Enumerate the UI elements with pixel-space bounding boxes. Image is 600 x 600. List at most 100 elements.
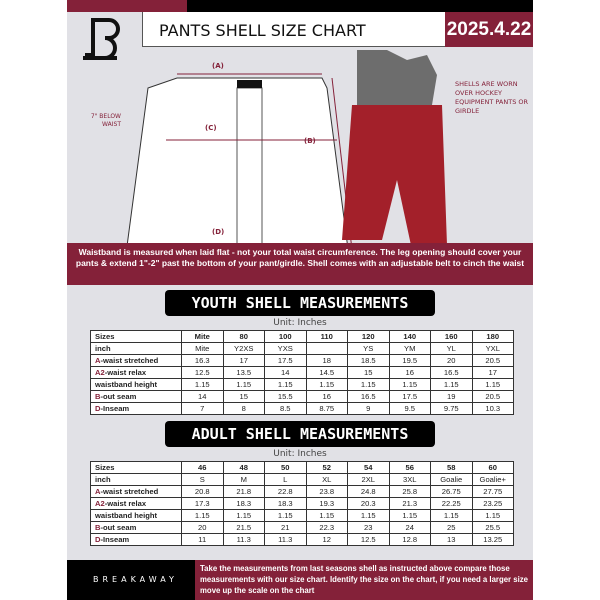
table-cell: 20 — [430, 354, 473, 367]
measure-label: -Inseam — [100, 534, 130, 544]
table-row: B-out seam 14 15 15.5 16 16.5 17.5 19 20.5 — [90, 390, 514, 403]
measure-label: Sizes — [95, 331, 115, 341]
table-cell: 100 — [264, 330, 307, 343]
label-d: (D) — [212, 228, 225, 236]
footer-text: Take the measurements from last seasons … — [195, 560, 533, 600]
row-label: Sizes — [90, 330, 182, 343]
measure-label: Sizes — [95, 462, 115, 472]
table-cell: 11.3 — [222, 533, 265, 546]
footer-brand: BREAKAWAY — [67, 560, 195, 600]
table-cell: Goalie+ — [471, 473, 514, 486]
table-cell: 3XL — [388, 473, 431, 486]
measure-prefix: D — [95, 534, 101, 544]
row-label: A-waist stretched — [90, 354, 182, 367]
row-label: B-out seam — [90, 521, 182, 534]
table-cell: YXL — [471, 342, 514, 355]
table-cell: 8.75 — [305, 402, 348, 415]
table-cell: 52 — [305, 461, 348, 474]
table-cell: 13 — [430, 533, 473, 546]
measure-label: -waist stretched — [100, 355, 159, 365]
row-label: waistband height — [90, 378, 182, 391]
table-cell: 22.8 — [264, 485, 307, 498]
table-cell: 19.5 — [388, 354, 431, 367]
table-cell: 21.5 — [222, 521, 265, 534]
table-row: inch Mite Y2XS YXS YS YM YL YXL — [90, 342, 514, 355]
table-cell: 16.3 — [181, 354, 224, 367]
adult-table: Sizes 46 48 50 52 54 56 58 60 inch S M L XL 2XL 3XL Goal… — [90, 461, 514, 546]
table-row: Sizes Mite 80 100 110 120 140 160 180 — [90, 330, 514, 343]
table-cell: 12.5 — [347, 533, 390, 546]
measure-label: -waist relax — [104, 367, 147, 377]
shorts-diagram — [124, 73, 355, 265]
measure-prefix: A2 — [95, 367, 105, 377]
table-cell: 21.3 — [388, 497, 431, 510]
table-cell: 56 — [388, 461, 431, 474]
table-row: waistband height 1.15 1.15 1.15 1.15 1.15 1.15… — [90, 509, 514, 522]
table-cell: 80 — [222, 330, 265, 343]
measure-prefix: A — [95, 355, 101, 365]
table-cell: 110 — [305, 330, 348, 343]
table-cell: Y2XS — [222, 342, 265, 355]
table-cell: 1.15 — [305, 378, 348, 391]
row-label: Sizes — [90, 461, 182, 474]
table-cell: 11 — [181, 533, 224, 546]
table-cell: 15 — [347, 366, 390, 379]
table-cell: 140 — [388, 330, 431, 343]
table-row: D-Inseam 11 11.3 11.3 12 12.5 12.8 13 13.25 — [90, 533, 514, 546]
table-cell — [305, 342, 348, 355]
table-row: A2-waist relax 17.3 18.3 18.3 19.3 20.3 21.3 22… — [90, 497, 514, 510]
table-row: inch S M L XL 2XL 3XL Goalie Goalie+ — [90, 473, 514, 486]
table-cell: 25.5 — [471, 521, 514, 534]
row-label: inch — [90, 342, 182, 355]
table-cell: 27.75 — [471, 485, 514, 498]
table-cell: 12.8 — [388, 533, 431, 546]
table-cell: 12.5 — [181, 366, 224, 379]
row-label: waistband height — [90, 509, 182, 522]
table-cell: 26.75 — [430, 485, 473, 498]
table-cell: 1.15 — [181, 509, 224, 522]
table-cell: 1.15 — [222, 378, 265, 391]
table-cell: 20.5 — [471, 354, 514, 367]
row-label: D-Inseam — [90, 402, 182, 415]
table-cell: 24.8 — [347, 485, 390, 498]
table-cell: YL — [430, 342, 473, 355]
label-a: (A) — [212, 62, 224, 70]
table-cell: 16 — [388, 366, 431, 379]
table-cell: 1.15 — [305, 509, 348, 522]
table-row: waistband height 1.15 1.15 1.15 1.15 1.15 1.15… — [90, 378, 514, 391]
date-badge: 2025.4.22 — [445, 12, 533, 47]
table-row: A-waist stretched 16.3 17 17.5 18 18.5 19.5 20 2… — [90, 354, 514, 367]
measure-label: inch — [95, 343, 111, 353]
measure-prefix: A — [95, 486, 101, 496]
top-bar — [187, 0, 533, 12]
table-cell: 17 — [471, 366, 514, 379]
table-cell: 17.3 — [181, 497, 224, 510]
table-cell: 1.15 — [264, 378, 307, 391]
table-cell: 9.75 — [430, 402, 473, 415]
table-cell: YS — [347, 342, 390, 355]
youth-title: YOUTH SHELL MEASUREMENTS — [165, 290, 435, 316]
table-cell: 23.25 — [471, 497, 514, 510]
table-cell: 13.5 — [222, 366, 265, 379]
row-label: A2-waist relax — [90, 366, 182, 379]
table-row: A-waist stretched 20.8 21.8 22.8 23.8 24.8 25.… — [90, 485, 514, 498]
table-cell: 23.8 — [305, 485, 348, 498]
table-cell: 9.5 — [388, 402, 431, 415]
measure-label: -waist stretched — [100, 486, 159, 496]
measure-label: -out seam — [100, 391, 137, 401]
row-label: A-waist stretched — [90, 485, 182, 498]
table-cell: 19.3 — [305, 497, 348, 510]
measure-label: -waist relax — [104, 498, 147, 508]
table-cell: 18.3 — [264, 497, 307, 510]
table-cell: YM — [388, 342, 431, 355]
table-cell: 13.25 — [471, 533, 514, 546]
table-cell: 1.15 — [347, 509, 390, 522]
table-cell: 60 — [471, 461, 514, 474]
table-cell: 48 — [222, 461, 265, 474]
table-cell: XL — [305, 473, 348, 486]
table-cell: 16 — [305, 390, 348, 403]
brand-logo-icon — [83, 18, 120, 60]
table-cell: 50 — [264, 461, 307, 474]
measure-label: -Inseam — [100, 403, 130, 413]
table-cell: 8.5 — [264, 402, 307, 415]
